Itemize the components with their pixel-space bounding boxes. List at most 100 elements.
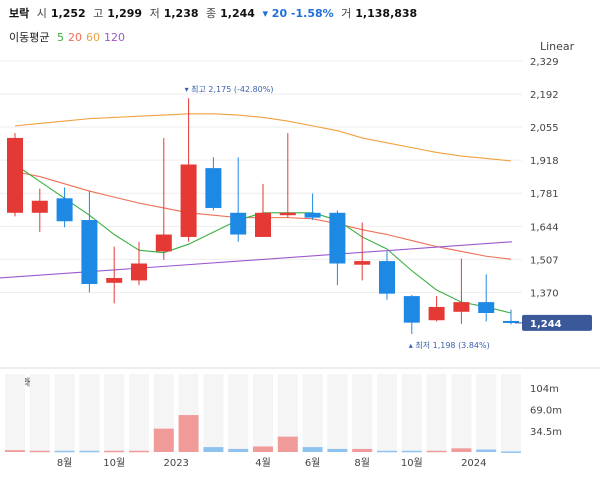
- x-axis-label: 10월: [103, 457, 125, 469]
- volume-bar-background: [451, 374, 472, 452]
- volume-bar: [451, 448, 472, 452]
- volume-bar: [228, 448, 249, 452]
- volume-bar-background: [476, 374, 497, 452]
- volume-bar: [5, 450, 25, 452]
- high-value: 1,299: [107, 7, 143, 20]
- candle-body: [255, 212, 271, 237]
- ma-5-label: 5: [56, 31, 64, 44]
- price-tick-label: 2,055: [530, 123, 559, 134]
- volume-bar: [476, 449, 497, 452]
- volume-bar: [104, 450, 125, 453]
- x-axis-label: 8월: [354, 457, 370, 469]
- price-tick-label: 1,507: [530, 255, 559, 266]
- candle-body: [428, 306, 445, 321]
- candle-body: [304, 212, 321, 218]
- volume-bar: [426, 450, 447, 453]
- volume-bar: [501, 451, 521, 453]
- volume-bar: [129, 450, 149, 453]
- price-tick-label: 2,192: [530, 90, 559, 101]
- candle-body: [131, 263, 147, 281]
- candle-body: [31, 200, 48, 213]
- candle-body: [106, 277, 123, 283]
- volume-bar: [352, 448, 373, 452]
- volume-bar-background: [79, 374, 100, 452]
- volume-bar: [277, 436, 298, 452]
- x-axis-label: 6월: [305, 457, 321, 469]
- volume-bar-background: [129, 374, 149, 452]
- candle-body: [478, 302, 495, 313]
- price-tick-label: 2,329: [530, 57, 559, 68]
- change-value: ▾ 20 -1.58%: [262, 7, 334, 20]
- last-price-label: 1,244: [530, 319, 562, 330]
- price-tick-label: 1,370: [530, 288, 559, 299]
- price-tick-label: 1,781: [530, 189, 559, 200]
- candle-body: [403, 296, 420, 323]
- volume-bar-background: [377, 374, 397, 452]
- volume-bar-background: [501, 374, 521, 452]
- volume-bar: [401, 450, 422, 453]
- x-axis-label: 10월: [401, 457, 423, 469]
- close-label: 종: [206, 7, 217, 20]
- volume-bar: [302, 447, 323, 452]
- volume-bar-background: [401, 374, 422, 452]
- volume-bar: [54, 450, 75, 453]
- stock-name: 보락: [9, 7, 30, 20]
- close-value: 1,244: [220, 7, 255, 20]
- moving-average-legend[interactable]: 이동평균 5 20 60 120: [9, 29, 129, 45]
- volume-bar-background: [426, 374, 447, 452]
- volume-bar-background: [228, 374, 249, 452]
- open-label: 시: [36, 7, 47, 20]
- price-tick-label: 1,918: [530, 156, 559, 167]
- volume-bar: [178, 415, 199, 452]
- x-axis-label: 4월: [255, 457, 271, 469]
- volume-bar-background: [203, 374, 224, 452]
- ma-60-label: 60: [85, 31, 100, 44]
- volume-bar-background: [54, 374, 75, 452]
- x-axis-label: 8월: [57, 457, 73, 469]
- volume-bar: [29, 450, 50, 453]
- x-axis-label: 2023: [163, 458, 188, 469]
- quote-header: 보락 시 1,252 고 1,299 저 1,238 종 1,244 ▾ 20 -1.5…: [9, 5, 421, 23]
- candle-body: [180, 164, 197, 237]
- ma-legend-title: 이동평균: [9, 31, 50, 44]
- candle-body: [205, 168, 222, 208]
- candle-body: [503, 320, 519, 323]
- candle-body: [354, 261, 371, 265]
- ma-20-label: 20: [67, 31, 82, 44]
- volume-label: 거: [341, 7, 352, 20]
- lowest-price-annotation: ▴ 최저 1,198 (3.84%): [409, 340, 490, 350]
- scale-selector[interactable]: Linear: [540, 40, 575, 53]
- price-tick-label: 1,644: [530, 222, 559, 233]
- volume-tick-label: 69.0m: [530, 406, 562, 417]
- volume-bar: [203, 447, 224, 452]
- volume-bar: [377, 450, 397, 453]
- candle-body: [81, 220, 98, 285]
- volume-bar-background: [29, 374, 50, 452]
- low-value: 1,238: [163, 7, 199, 20]
- volume-bar: [153, 428, 174, 452]
- volume-bar: [79, 450, 100, 453]
- ma-60-line: [14, 113, 512, 162]
- open-value: 1,252: [50, 7, 86, 20]
- high-label: 고: [93, 7, 104, 20]
- volume-bar-background: [277, 374, 298, 452]
- volume-tick-label: 34.5m: [530, 427, 562, 438]
- candle-body: [329, 212, 346, 264]
- volume-bar-background: [352, 374, 373, 452]
- candle-body: [56, 198, 73, 222]
- last-price-badge: [522, 314, 592, 331]
- volume-bar-background: [253, 374, 273, 452]
- volume-bar: [253, 446, 273, 452]
- volume-bar-background: [5, 374, 25, 452]
- x-axis-label: 2024: [461, 458, 486, 469]
- volume-value: 1,138,838: [355, 7, 418, 20]
- candle-body: [155, 234, 172, 252]
- ma-120-label: 120: [103, 31, 125, 44]
- candle-body: [279, 212, 296, 216]
- candle-body: [230, 212, 247, 235]
- volume-bar: [327, 448, 348, 452]
- volume-bar-background: [104, 374, 125, 452]
- candle-body: [453, 302, 470, 312]
- volume-bar-background: [327, 374, 348, 452]
